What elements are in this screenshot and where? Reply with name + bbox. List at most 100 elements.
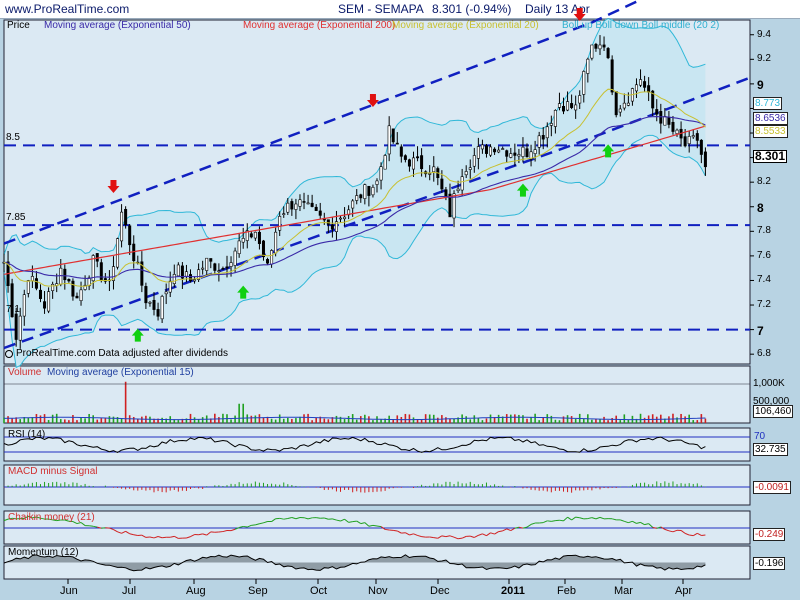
chaikin-segment [206,531,212,536]
x-tick-label: Nov [368,585,388,597]
volume-bar [3,417,5,423]
chaikin-segment [498,530,503,533]
candle-body [302,201,306,203]
y-tick-label: 7 [757,323,764,338]
candle-body [128,225,132,246]
volume-bar [72,415,74,423]
candle-body [541,135,545,140]
candle-body [432,166,436,173]
candle-body [261,240,265,258]
chaikin-segment [526,523,532,528]
candle-body [314,206,318,211]
candle-body [497,149,501,153]
candle-body [533,149,537,154]
period-label: Daily 13 Apr [525,2,590,16]
volume-bar [59,419,62,423]
candle-body [395,142,399,145]
chaikin-segment [89,525,94,527]
volume-bar [493,417,496,423]
volume-bar [295,418,297,423]
chaikin-segment [624,520,629,524]
chaikin-segment [287,516,292,519]
candle-body [34,278,38,289]
volume-bar [664,418,666,423]
chaikin-segment [36,516,41,519]
level-label-2: 7.1 [6,304,20,316]
candle-body [537,135,541,148]
candle-body [209,258,213,262]
chaikin-segment [121,530,126,534]
y-tick-label: 8.2 [757,176,771,188]
volume-bar [570,416,573,423]
x-tick-label: Oct [310,585,328,597]
volume-bar [343,419,346,423]
volume-bar [153,418,155,423]
chaikin-segment [28,515,33,519]
volume-bar [68,420,70,423]
chaikin-segment [255,523,260,526]
volume-bar [437,417,439,423]
candle-body [245,230,249,241]
chaikin-segment [259,522,264,525]
candle-body [448,193,452,218]
rsi-line [3,436,706,453]
volume-bar [209,418,212,423]
volume-bar [88,413,90,423]
volume-bar [465,416,467,423]
y-tick-label: 7.4 [757,274,771,286]
price-legend-2: Moving average (Exponential 200) [243,20,396,31]
candle-body [180,265,184,279]
chaikin-segment [530,522,536,525]
price-legend-4: Boll.up Boll down Boll middle (20 2) [562,20,720,31]
volume-bar [270,418,273,423]
candle-body [26,280,30,294]
candle-body [444,189,448,197]
volume-bar [254,415,257,423]
volume-bar [291,418,293,423]
candle-body [140,261,144,286]
candle-body [614,91,618,116]
candle-body [549,123,553,126]
chaikin-segment [385,528,390,531]
last-quote: 8.301 (-0.94%) [432,2,512,16]
volume-bar [574,419,577,423]
candle-body [403,155,407,160]
volume-bar [287,417,289,423]
candle-body [476,146,480,159]
chaikin-segment [376,525,382,528]
chaikin-segment [324,517,329,520]
candle-body [375,180,379,185]
ema-50-line [3,116,706,279]
chaikin-segment [668,530,674,533]
candle-body [318,210,322,216]
volume-bar [177,420,180,423]
candle-body [570,103,574,108]
macd-histogram [3,481,706,493]
chaikin-segment [360,522,365,525]
chaikin-segment [579,517,584,520]
candle-body [164,291,168,295]
candle-body [525,148,529,158]
candle-body [411,157,415,170]
chaikin-segment [283,517,288,520]
chaikin-segment [689,534,694,537]
chaikin-segment [291,517,297,520]
volume-bar [509,414,512,423]
volume-bar [562,416,565,423]
candle-body [266,259,270,264]
volume-bar [15,417,17,423]
candle-body [160,296,164,320]
volume-bar [550,415,553,423]
volume-bar [522,415,524,423]
chaikin-segment [429,536,434,539]
candle-body [103,278,107,282]
chaikin-segment [551,520,556,522]
chaikin-segment [595,516,601,520]
volume-bar [696,420,699,423]
chaikin-segment [364,522,370,527]
chaikin-segment [56,519,61,522]
x-tick-label: Jun [60,585,78,597]
volume-bar [124,381,127,423]
rsi-level-label: 70 [754,431,766,442]
